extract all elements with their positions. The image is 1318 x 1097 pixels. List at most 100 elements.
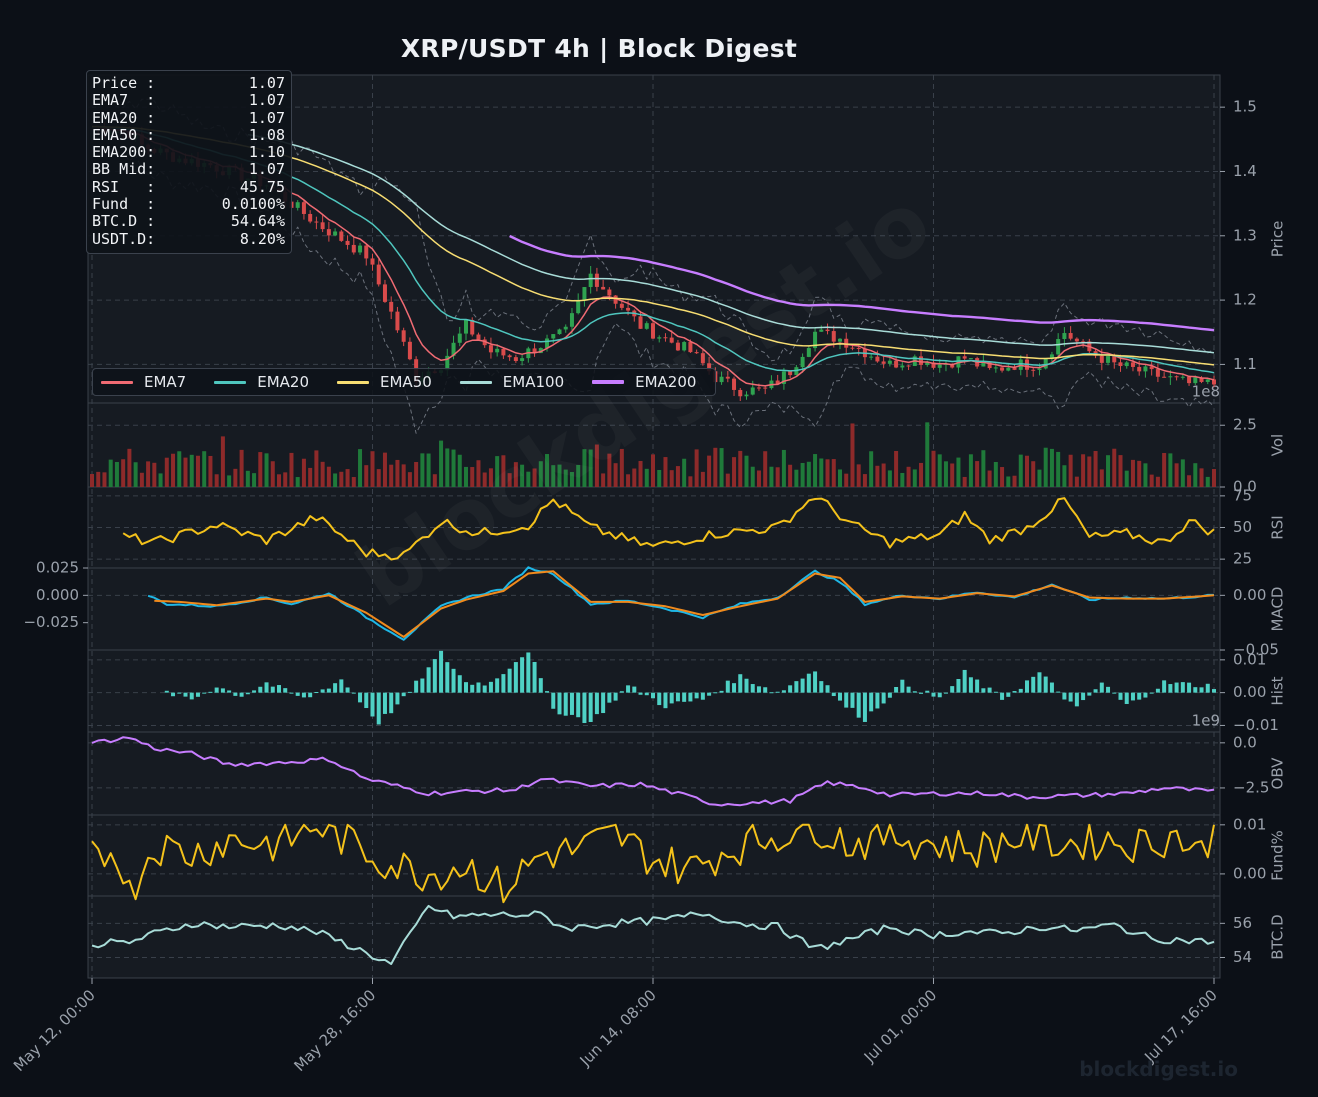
hist-bar	[1118, 692, 1123, 700]
volume-bar	[937, 454, 942, 487]
hist-bar	[1062, 692, 1067, 700]
volume-bar	[644, 468, 649, 487]
hist-bar	[1025, 680, 1029, 693]
volume-bar	[638, 460, 643, 487]
hist-bar	[1043, 676, 1048, 693]
hist-bar	[707, 692, 712, 696]
legend-item-ema20: EMA20	[214, 373, 309, 391]
y-tick-label: −0.05	[1233, 641, 1279, 659]
candle-body	[813, 331, 818, 349]
volume-bar	[981, 450, 986, 487]
hist-bar	[358, 692, 363, 703]
y-tick-label: 1.5	[1233, 98, 1257, 116]
volume-bar	[495, 456, 500, 487]
volume-bar	[333, 473, 338, 487]
candle-body	[1106, 356, 1111, 363]
candle-body	[1118, 362, 1123, 367]
volume-bar	[376, 469, 381, 487]
volume-bar	[1212, 469, 1216, 487]
hist-bar	[414, 680, 419, 693]
y-tick-label: 0.0	[1233, 733, 1257, 751]
volume-bar	[725, 473, 730, 487]
volume-bar	[239, 449, 244, 487]
info-label: Price :	[92, 74, 156, 92]
volume-bar	[451, 449, 456, 487]
hist-bar	[781, 690, 786, 693]
hist-bar	[657, 692, 662, 706]
hist-bar	[551, 692, 556, 709]
volume-bar	[682, 458, 687, 487]
hist-bar	[314, 691, 319, 693]
volume-bar	[445, 448, 450, 487]
panel-rsi	[87, 486, 1221, 569]
volume-bar	[887, 470, 892, 487]
candle-body	[1143, 366, 1148, 372]
candle-body	[563, 326, 568, 330]
panel-axis-label: RSI	[1269, 515, 1287, 539]
hist-bar	[644, 692, 649, 696]
y-tick-label: 1.2	[1233, 291, 1257, 309]
hist-bar	[482, 685, 487, 693]
candle-body	[601, 286, 606, 290]
volume-bar	[1062, 465, 1067, 487]
hist-bar	[813, 671, 818, 693]
hist-bar	[700, 692, 705, 700]
y-tick-label: −0.01	[1233, 716, 1279, 734]
volume-bar	[912, 469, 917, 487]
candle-body	[806, 348, 811, 357]
volume-bar	[719, 448, 724, 487]
candle-body	[1193, 377, 1198, 384]
hist-bar	[532, 661, 537, 693]
hist-bar	[264, 682, 269, 693]
y-tick-label: 0.0	[1233, 478, 1257, 496]
hist-bar	[931, 692, 936, 697]
candle-body	[819, 329, 824, 332]
hist-bar	[975, 679, 980, 693]
hist-bar	[351, 692, 356, 694]
y-tick-label: 25	[1233, 550, 1252, 568]
panel-axis-label: Hist	[1269, 676, 1287, 705]
hist-bar	[800, 678, 805, 693]
x-tick-label: Jul 01, 00:00	[860, 986, 940, 1066]
volume-bar	[1180, 459, 1185, 487]
hist-bar	[819, 681, 824, 693]
legend-swatch	[592, 380, 625, 384]
volume-bar	[389, 464, 394, 487]
volume-bar	[1049, 448, 1054, 487]
hist-bar	[1180, 682, 1185, 693]
volume-bar	[482, 472, 487, 487]
axis-exponent: 1e8	[1192, 383, 1220, 401]
hist-bar	[239, 692, 244, 697]
hist-bar	[513, 662, 518, 693]
hist-bar	[844, 692, 849, 708]
legend-item-ema50: EMA50	[337, 373, 432, 391]
hist-bar	[220, 688, 225, 693]
info-label: BTC.D :	[92, 212, 156, 231]
candle-body	[1037, 368, 1042, 370]
hist-bar	[283, 688, 288, 693]
candle-body	[1099, 355, 1104, 363]
hist-bar	[1143, 692, 1148, 698]
candle-body	[308, 213, 313, 222]
hist-bar	[252, 690, 257, 693]
volume-bar	[906, 466, 911, 487]
candle-body	[919, 356, 924, 365]
volume-bar	[943, 461, 948, 487]
candle-body	[513, 357, 518, 362]
x-tick-label: Jul 17, 16:00	[1140, 986, 1220, 1066]
hist-bar	[308, 692, 313, 698]
volume-bar	[819, 458, 824, 487]
legend-item-ema7: EMA7	[101, 373, 186, 391]
info-row: EMA50 : 1.08	[92, 126, 285, 144]
info-value: 45.75	[239, 177, 285, 196]
panel-axis-label: Fund%	[1269, 830, 1287, 881]
volume-bar	[663, 457, 668, 487]
volume-bar	[1193, 463, 1198, 487]
volume-bar	[139, 472, 144, 487]
hist-bar	[750, 684, 755, 693]
hist-bar	[713, 692, 718, 694]
volume-bar	[339, 471, 344, 487]
hist-bar	[451, 668, 456, 693]
info-row: BB Mid: 1.07	[92, 161, 285, 179]
volume-bar	[1056, 451, 1061, 487]
